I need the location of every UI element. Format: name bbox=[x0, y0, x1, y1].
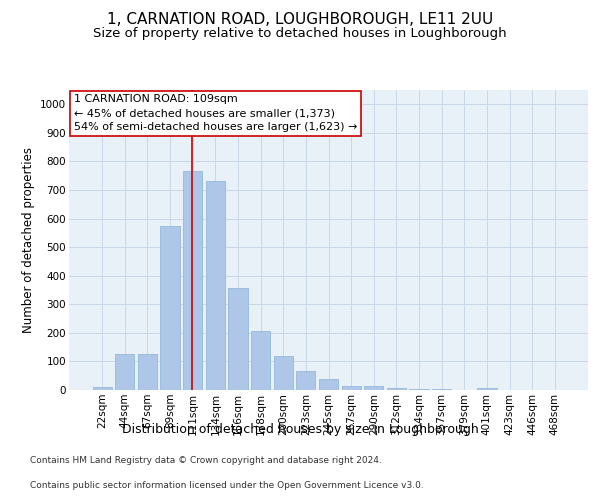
Bar bbox=[432, 389, 451, 390]
Bar bbox=[477, 388, 497, 390]
Bar bbox=[229, 288, 248, 390]
Bar bbox=[274, 356, 293, 390]
Y-axis label: Number of detached properties: Number of detached properties bbox=[22, 147, 35, 333]
Bar bbox=[183, 172, 202, 390]
Bar bbox=[115, 354, 134, 390]
Text: 1, CARNATION ROAD, LOUGHBOROUGH, LE11 2UU: 1, CARNATION ROAD, LOUGHBOROUGH, LE11 2U… bbox=[107, 12, 493, 28]
Bar bbox=[251, 332, 270, 390]
Bar bbox=[387, 388, 406, 390]
Bar bbox=[92, 387, 112, 390]
Text: Contains public sector information licensed under the Open Government Licence v3: Contains public sector information licen… bbox=[30, 481, 424, 490]
Bar bbox=[206, 182, 225, 390]
Bar bbox=[341, 386, 361, 390]
Text: 1 CARNATION ROAD: 109sqm
← 45% of detached houses are smaller (1,373)
54% of sem: 1 CARNATION ROAD: 109sqm ← 45% of detach… bbox=[74, 94, 358, 132]
Bar bbox=[409, 388, 428, 390]
Bar bbox=[160, 226, 180, 390]
Text: Contains HM Land Registry data © Crown copyright and database right 2024.: Contains HM Land Registry data © Crown c… bbox=[30, 456, 382, 465]
Text: Distribution of detached houses by size in Loughborough: Distribution of detached houses by size … bbox=[122, 422, 478, 436]
Bar bbox=[296, 372, 316, 390]
Bar bbox=[364, 386, 383, 390]
Bar bbox=[138, 354, 157, 390]
Bar bbox=[319, 380, 338, 390]
Text: Size of property relative to detached houses in Loughborough: Size of property relative to detached ho… bbox=[93, 28, 507, 40]
